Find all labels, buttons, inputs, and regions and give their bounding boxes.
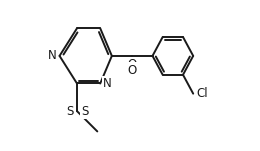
Text: O: O <box>128 64 137 77</box>
Text: O: O <box>128 58 137 71</box>
Text: S: S <box>81 105 89 118</box>
Text: N: N <box>48 49 57 62</box>
Text: N: N <box>103 77 112 90</box>
Text: S: S <box>66 105 73 118</box>
Text: Cl: Cl <box>198 87 209 100</box>
Text: Cl: Cl <box>197 87 209 100</box>
Text: N: N <box>47 49 55 62</box>
Text: N: N <box>105 77 113 90</box>
